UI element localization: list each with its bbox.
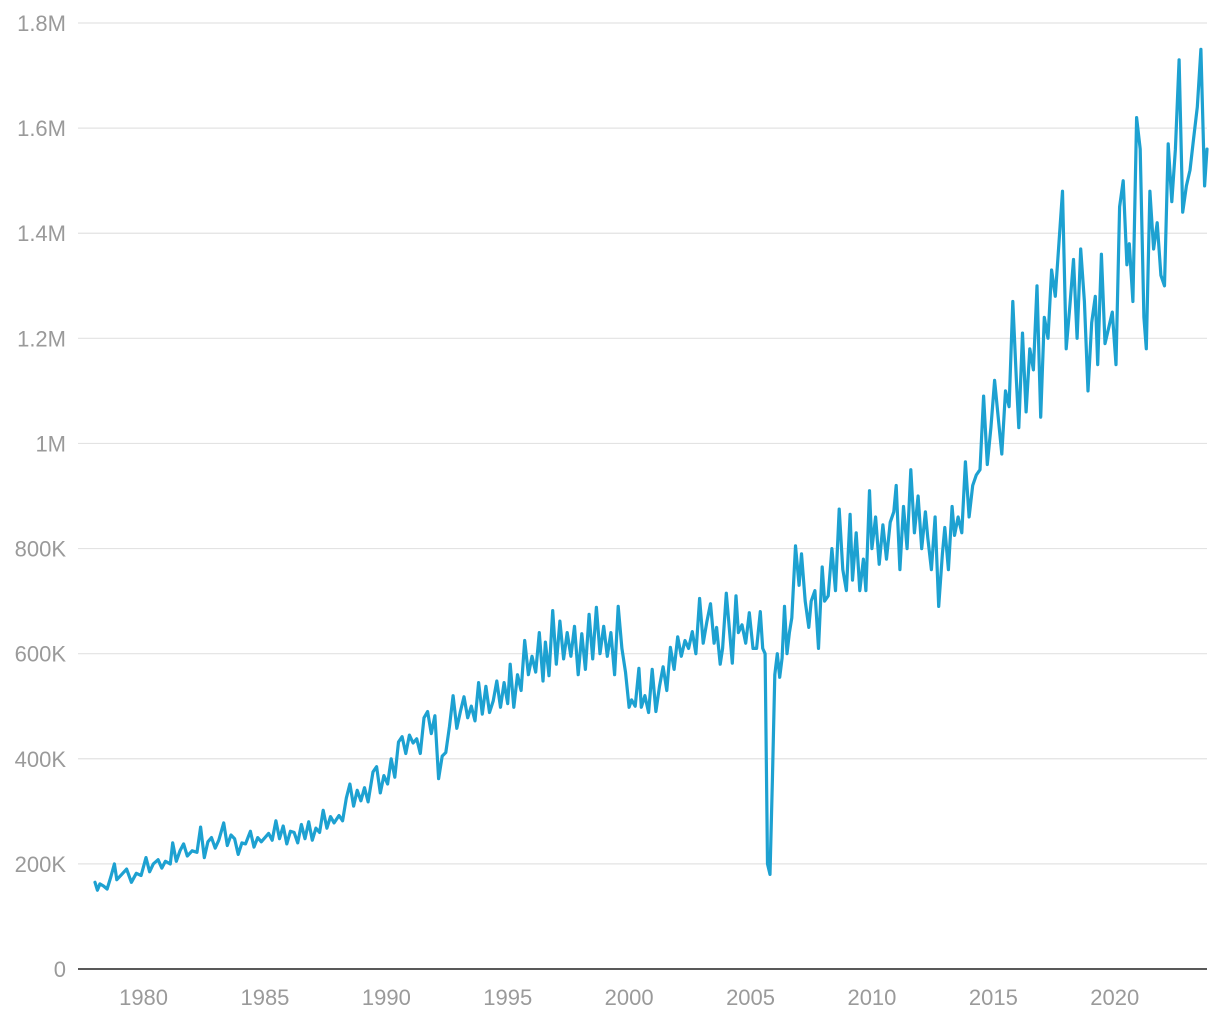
x-tick-label: 2005	[726, 985, 775, 1010]
y-tick-label: 1.4M	[17, 221, 66, 246]
y-tick-label: 1.6M	[17, 116, 66, 141]
y-axis-ticks: 0 200K 400K 600K 800K 1M 1.2M 1.4M 1.6M 1.8M	[15, 11, 67, 982]
y-tick-label: 600K	[15, 642, 67, 667]
x-tick-label: 2010	[847, 985, 896, 1010]
y-tick-label: 0	[54, 957, 66, 982]
x-tick-label: 2000	[605, 985, 654, 1010]
x-tick-label: 2020	[1090, 985, 1139, 1010]
y-tick-label: 1.8M	[17, 11, 66, 36]
y-tick-label: 200K	[15, 852, 67, 877]
x-tick-label: 1990	[362, 985, 411, 1010]
y-tick-label: 400K	[15, 747, 67, 772]
y-tick-label: 1.2M	[17, 326, 66, 351]
x-axis-ticks: 1980 1985 1990 1995 2000 2005 2010 2015 2020	[119, 985, 1139, 1010]
y-tick-label: 1M	[35, 431, 66, 456]
grid-lines	[78, 22, 1207, 865]
series-layer	[93, 47, 1209, 892]
x-tick-label: 2015	[969, 985, 1018, 1010]
x-tick-label: 1985	[240, 985, 289, 1010]
x-tick-label: 1980	[119, 985, 168, 1010]
y-tick-label: 800K	[15, 537, 67, 562]
x-tick-label: 1995	[483, 985, 532, 1010]
series-line-0	[93, 47, 1209, 892]
